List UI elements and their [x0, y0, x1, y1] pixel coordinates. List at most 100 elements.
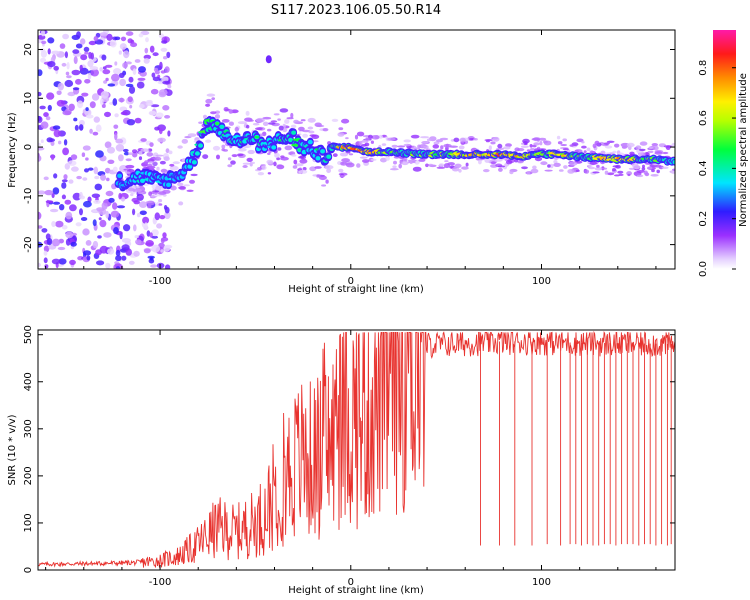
spectrogram-halo [159, 160, 166, 165]
spectrogram-halo [299, 158, 308, 164]
spectrogram-speckle [138, 66, 146, 73]
spectrogram-halo [279, 108, 289, 113]
spectrogram-halo [298, 156, 304, 159]
spectrogram-halo [341, 158, 350, 163]
spectrogram-speckle [149, 45, 155, 53]
spectrogram-halo [393, 160, 397, 165]
spectrogram-halo [138, 151, 143, 155]
spectrogram-speckle [160, 238, 165, 244]
spectrogram-halo [505, 159, 513, 165]
spectrogram-halo [267, 172, 272, 175]
spectrogram-speckle [118, 97, 125, 103]
spectrogram-halo [181, 138, 188, 144]
spectrogram-ridge-mid [140, 178, 145, 183]
spectrogram-halo [354, 134, 359, 140]
spectrogram-halo [307, 126, 314, 130]
spectrogram-speckle [53, 173, 58, 179]
spectrogram-speckle [120, 36, 127, 42]
spectrogram-halo [558, 169, 564, 172]
spectrogram-halo [497, 143, 503, 149]
spectrogram-speckle [63, 139, 68, 146]
spectrogram-speckle [85, 107, 89, 112]
spectrogram-halo [380, 157, 387, 163]
spectrogram-speckle [52, 201, 61, 205]
spectrogram-speckle [101, 54, 107, 61]
spectrogram-ridge-mid [291, 130, 297, 135]
spectrogram-halo [247, 119, 254, 122]
spectrogram-speckle [40, 139, 44, 143]
spectrogram-speckle [98, 217, 102, 221]
spectrogram-speckle [109, 39, 117, 48]
spectrogram-speckle [38, 211, 42, 220]
snr-xtick-label: -100 [149, 577, 172, 588]
spectrogram-speckle [144, 47, 149, 54]
spectrogram-speckle [156, 223, 163, 229]
spectrogram-halo [148, 191, 153, 196]
spectrogram-halo [246, 124, 250, 129]
spectrogram-speckle [43, 257, 48, 264]
spectrogram-speckle [55, 220, 64, 228]
spectrogram-speckle [138, 33, 144, 38]
spectrogram-halo [227, 157, 232, 161]
spectrogram-speckle [154, 212, 160, 221]
snr-ytick-label: 400 [23, 372, 34, 391]
spectrogram-speckle [67, 160, 77, 166]
spectrogram-halo [331, 118, 339, 122]
spectrogram-halo [390, 168, 399, 171]
spectrogram-speckle [38, 190, 46, 195]
spectrogram-halo [538, 148, 547, 151]
spectrogram-halo [206, 93, 216, 97]
spectrogram-halo [490, 161, 497, 165]
spectrogram-speckle [45, 116, 51, 121]
spectrogram-speckle [47, 61, 56, 68]
spectrogram-halo [237, 121, 247, 125]
spectrogram-halo [589, 161, 597, 166]
spectrogram-speckle [149, 257, 154, 261]
snr-ytick-label: 200 [23, 466, 34, 485]
spectrogram-halo [273, 113, 280, 116]
spectrogram-halo [586, 147, 591, 152]
spectrogram-speckle [148, 110, 157, 116]
spectrogram-halo [526, 171, 531, 175]
spectrogram-halo [621, 145, 628, 149]
spectrogram-ridge-mid [194, 151, 200, 156]
spectrogram-speckle [103, 200, 109, 204]
spectrogram-halo [587, 164, 593, 168]
spectrogram-ytick-label: 0 [23, 144, 34, 150]
spectrogram-halo [169, 165, 179, 171]
spectrogram-speckle [133, 224, 137, 232]
spectrogram-halo [562, 138, 567, 142]
snr-xtick-label: 0 [348, 577, 354, 588]
spectrogram-halo [276, 157, 280, 161]
spectrogram-halo [318, 175, 327, 181]
spectrogram-speckle [45, 200, 54, 204]
spectrogram-halo [613, 174, 620, 177]
spectrogram-speckle [89, 128, 93, 134]
spectrogram-speckle [89, 66, 99, 71]
spectrogram-speckle [58, 140, 62, 145]
colorbar-tick-label: 0.8 [698, 60, 709, 76]
spectrogram-halo [205, 139, 212, 143]
spectrogram-speckle [44, 264, 49, 269]
spectrogram-halo [147, 204, 152, 209]
spectrogram-halo [432, 144, 440, 149]
spectrogram-speckle [135, 239, 142, 245]
spectrogram-speckle [52, 187, 60, 195]
spectrogram-speckle [114, 113, 119, 118]
spectrogram-speckle [56, 99, 66, 107]
spectrogram-ridge-mid [191, 160, 197, 165]
spectrogram-speckle [53, 129, 61, 138]
spectrogram-halo [627, 173, 631, 177]
spectrogram-halo [338, 168, 344, 173]
spectrogram-halo [671, 142, 675, 148]
spectrogram-halo [592, 171, 600, 174]
spectrogram-speckle [139, 210, 147, 216]
spectrogram-halo [381, 143, 387, 146]
spectrogram-halo [221, 119, 230, 123]
spectrogram-halo [562, 148, 570, 151]
spectrogram-speckle [134, 117, 142, 124]
spectrogram-speckle [149, 232, 153, 238]
spectrogram-speckle [103, 232, 112, 238]
spectrogram-halo [131, 185, 140, 189]
spectrogram-speckle [125, 31, 134, 36]
